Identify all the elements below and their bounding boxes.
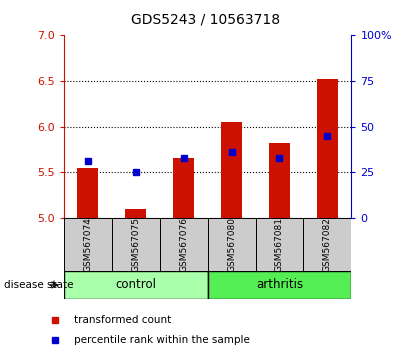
Text: GDS5243 / 10563718: GDS5243 / 10563718 — [131, 12, 280, 27]
Bar — [221, 122, 242, 218]
Bar — [64, 271, 208, 299]
Text: GSM567082: GSM567082 — [323, 217, 332, 272]
Bar — [208, 218, 256, 271]
Text: GSM567075: GSM567075 — [131, 217, 140, 272]
Bar — [159, 218, 208, 271]
Bar — [256, 218, 303, 271]
Bar — [316, 79, 338, 218]
Bar — [208, 271, 351, 299]
Bar — [173, 159, 194, 218]
Bar — [112, 218, 159, 271]
Bar — [269, 143, 290, 218]
Bar — [77, 167, 99, 218]
Text: transformed count: transformed count — [74, 315, 171, 325]
Text: GSM567076: GSM567076 — [179, 217, 188, 272]
Text: GSM567081: GSM567081 — [275, 217, 284, 272]
Bar — [303, 218, 351, 271]
Text: GSM567080: GSM567080 — [227, 217, 236, 272]
Bar — [64, 218, 112, 271]
Text: percentile rank within the sample: percentile rank within the sample — [74, 335, 250, 345]
Text: control: control — [115, 279, 156, 291]
Text: disease state: disease state — [4, 280, 74, 290]
Text: GSM567074: GSM567074 — [83, 217, 92, 272]
Text: arthritis: arthritis — [256, 279, 303, 291]
Bar — [125, 209, 146, 218]
